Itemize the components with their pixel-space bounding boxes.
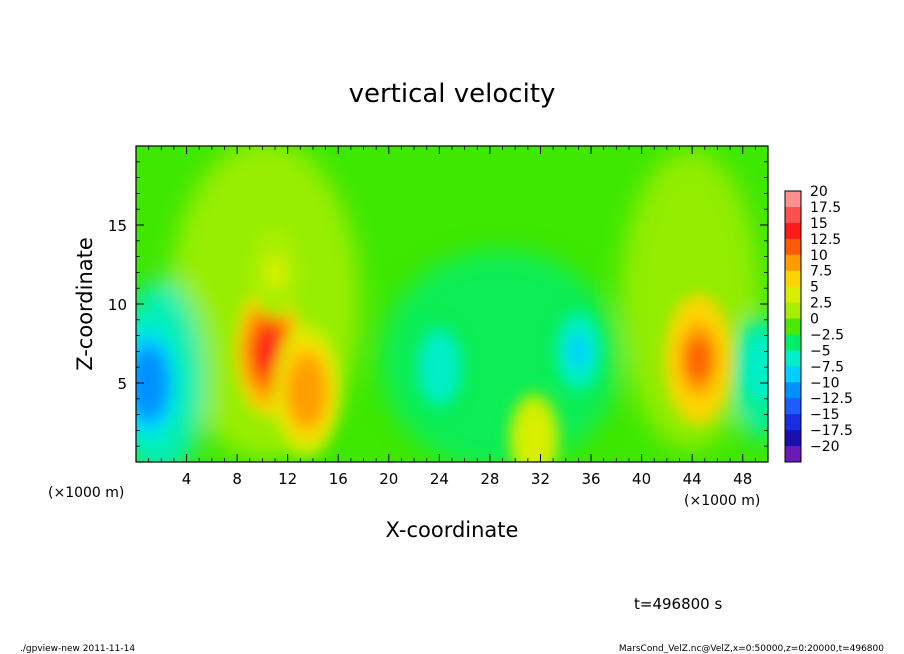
x-tick-label: 20 bbox=[379, 470, 398, 488]
x-tick-label: 32 bbox=[531, 470, 550, 488]
x-tick-label: 16 bbox=[329, 470, 348, 488]
colorbar-label: 17.5 bbox=[810, 200, 841, 216]
colorbar-label: 7.5 bbox=[810, 264, 832, 280]
colorbar-label: 20 bbox=[810, 184, 828, 200]
colorbar-segment bbox=[785, 270, 801, 288]
x-tick-label: 12 bbox=[278, 470, 297, 488]
field-feature-0-ring-3 bbox=[255, 328, 282, 374]
colorbar-label: −12.5 bbox=[810, 391, 853, 407]
field-feature-5-ring-3 bbox=[567, 333, 590, 369]
y-axis: 5 10 15 bbox=[108, 161, 768, 447]
footer-left: ./gpview-new 2011-11-14 bbox=[20, 644, 135, 654]
colorbar-label: 5 bbox=[810, 280, 819, 296]
colorbar-segment bbox=[785, 350, 801, 367]
footer-right: MarsCond_VelZ.nc@VelZ,x=0:50000,z=0:2000… bbox=[619, 644, 884, 654]
x-tick-label: 4 bbox=[182, 470, 192, 488]
x-tick-label: 40 bbox=[632, 470, 651, 488]
x-axis-unit-left: (×1000 m) bbox=[48, 485, 124, 501]
colorbar-label: 2.5 bbox=[810, 296, 832, 312]
colorbar-label: −2.5 bbox=[810, 327, 844, 343]
colorbar-segment bbox=[785, 254, 801, 272]
x-tick-label: 44 bbox=[683, 470, 702, 488]
field-feature-8-ring-3 bbox=[264, 254, 287, 290]
x-tick-label: 28 bbox=[480, 470, 499, 488]
colorbar-segment bbox=[785, 238, 801, 256]
colorbar-label: −5 bbox=[810, 343, 831, 359]
colorbar-label: 10 bbox=[810, 248, 828, 264]
heatmap-field bbox=[136, 146, 768, 462]
colorbar-label: 0 bbox=[810, 312, 819, 328]
x-axis: 4 8 12 16 20 24 28 32 36 40 44 48 bbox=[148, 146, 756, 488]
colorbar-frame bbox=[784, 190, 802, 463]
colorbar-label: 12.5 bbox=[810, 232, 841, 248]
field-feature-4-ring-3 bbox=[428, 349, 451, 385]
colorbar-segment bbox=[785, 366, 801, 383]
y-tick-label: 15 bbox=[108, 217, 127, 235]
colorbar-segment bbox=[785, 382, 801, 399]
colorbar-label: 15 bbox=[810, 216, 828, 232]
colorbar-label: −17.5 bbox=[810, 423, 853, 439]
colorbar-segment bbox=[785, 318, 801, 335]
field-feature-1-ring-3 bbox=[293, 368, 320, 414]
colorbar-label: −20 bbox=[810, 439, 840, 455]
colorbar-segment bbox=[785, 446, 801, 463]
x-tick-label: 8 bbox=[232, 470, 242, 488]
field-feature-3-ring-3 bbox=[136, 360, 162, 406]
colorbar-segment bbox=[785, 398, 801, 415]
colorbar-segment bbox=[785, 334, 801, 351]
x-axis-unit-right: (×1000 m) bbox=[684, 493, 760, 509]
x-axis-label: X-coordinate bbox=[386, 518, 519, 542]
x-tick-label: 48 bbox=[733, 470, 752, 488]
colorbar-label: −10 bbox=[810, 375, 840, 391]
x-tick-label: 24 bbox=[430, 470, 449, 488]
colorbar-label: −7.5 bbox=[810, 359, 844, 375]
field-feature-7-ring-3 bbox=[523, 420, 546, 456]
colorbar-segment bbox=[785, 222, 801, 240]
colorbar-segment bbox=[785, 286, 801, 304]
colorbar-label: −15 bbox=[810, 407, 840, 423]
colorbar-segment bbox=[785, 430, 801, 447]
field-feature-6-ring-3 bbox=[750, 349, 768, 385]
chart-title: vertical velocity bbox=[349, 79, 556, 109]
y-axis-label: Z-coordinate bbox=[73, 237, 97, 371]
y-tick-label: 10 bbox=[108, 296, 127, 314]
colorbar-segment bbox=[785, 302, 801, 320]
field-feature-2-ring-3 bbox=[685, 336, 712, 382]
time-annotation: t=496800 s bbox=[634, 595, 722, 613]
x-tick-label: 36 bbox=[581, 470, 600, 488]
colorbar-segment bbox=[785, 191, 801, 208]
colorbar: 2017.51512.5107.552.50−2.5−5−7.5−10−12.5… bbox=[784, 184, 853, 463]
colorbar-segment bbox=[785, 414, 801, 431]
colorbar-segment bbox=[785, 206, 801, 224]
y-tick-label: 5 bbox=[117, 375, 127, 393]
